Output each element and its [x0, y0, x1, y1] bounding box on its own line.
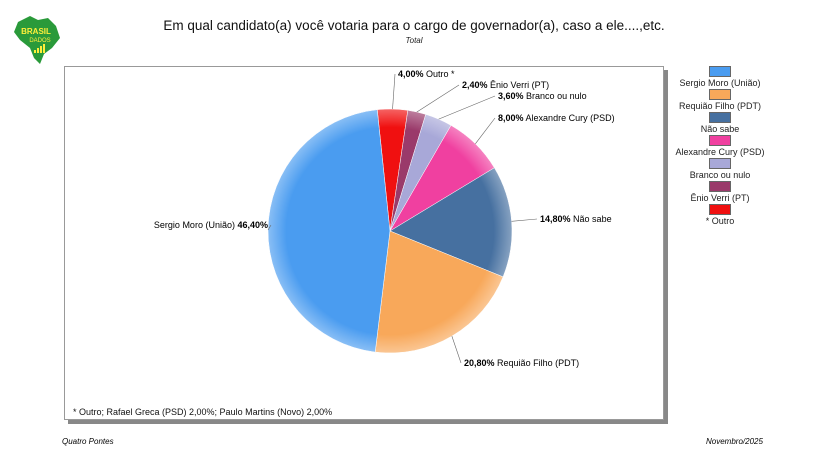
legend-label: Alexandre Cury (PSD): [675, 147, 765, 157]
data-label-name: Alexandre Cury (PSD): [526, 113, 615, 123]
svg-text:BRASIL: BRASIL: [21, 27, 51, 36]
legend-swatch: [709, 135, 731, 146]
legend-label: * Outro: [705, 216, 735, 226]
legend-item: Requião Filho (PDT): [670, 89, 770, 112]
data-label: 8,00% Alexandre Cury (PSD): [498, 113, 615, 123]
data-label-name: Branco ou nulo: [526, 91, 587, 101]
legend-item: * Outro: [670, 204, 770, 227]
legend-label: Não sabe: [700, 124, 740, 134]
svg-text:DADOS: DADOS: [29, 38, 50, 44]
legend-swatch: [709, 158, 731, 169]
data-label: 3,60% Branco ou nulo: [498, 91, 587, 101]
data-label-name: Ênio Verri (PT): [490, 80, 549, 90]
legend-item: Não sabe: [670, 112, 770, 135]
leader-line: [392, 73, 396, 110]
legend-label: Branco ou nulo: [689, 170, 751, 180]
data-label-value: 3,60%: [498, 91, 524, 101]
source-label: Quatro Pontes: [62, 437, 114, 446]
legend-swatch: [709, 204, 731, 215]
data-label-name: Outro *: [426, 69, 455, 79]
legend-swatch: [709, 112, 731, 123]
date-label: Novembro/2025: [706, 437, 763, 446]
chart-subtitle: Total: [405, 36, 423, 45]
footnote: * Outro; Rafael Greca (PSD) 2,00%; Paulo…: [73, 407, 333, 417]
leader-line: [511, 218, 538, 222]
data-label-value: 20,80%: [464, 358, 495, 368]
legend-item: Sergio Moro (União): [670, 66, 770, 89]
data-label: Sergio Moro (União) 46,40%: [154, 220, 268, 230]
data-label: 14,80% Não sabe: [540, 214, 612, 224]
data-label-value: 14,80%: [540, 214, 571, 224]
legend-label: Sergio Moro (União): [679, 78, 761, 88]
leader-line: [267, 224, 272, 231]
data-label-value: 46,40%: [237, 220, 268, 230]
legend-swatch: [709, 181, 731, 192]
legend-label: Requião Filho (PDT): [678, 101, 762, 111]
data-label: 4,00% Outro *: [398, 69, 455, 79]
legend-swatch: [709, 66, 731, 77]
leader-line: [451, 336, 462, 364]
data-label-value: 8,00%: [498, 113, 524, 123]
legend: Sergio Moro (União) Requião Filho (PDT) Nã…: [670, 66, 770, 227]
leader-line: [416, 84, 460, 113]
data-label-value: 2,40%: [462, 80, 488, 90]
data-label: 20,80% Requião Filho (PDT): [464, 358, 579, 368]
legend-swatch: [709, 89, 731, 100]
leader-line: [438, 95, 496, 120]
data-label-name: Sergio Moro (União): [154, 220, 235, 230]
leader-line: [475, 117, 496, 145]
data-label: 2,40% Ênio Verri (PT): [462, 80, 549, 90]
legend-item: Ênio Verri (PT): [670, 181, 770, 204]
chart-title: Em qual candidato(a) você votaria para o…: [163, 18, 665, 33]
data-label-name: Não sabe: [573, 214, 612, 224]
legend-item: Branco ou nulo: [670, 158, 770, 181]
brasil-dados-logo: BRASIL DADOS: [14, 16, 60, 64]
legend-label: Ênio Verri (PT): [690, 193, 750, 203]
data-label-value: 4,00%: [398, 69, 424, 79]
legend-item: Alexandre Cury (PSD): [670, 135, 770, 158]
data-label-name: Requião Filho (PDT): [497, 358, 579, 368]
